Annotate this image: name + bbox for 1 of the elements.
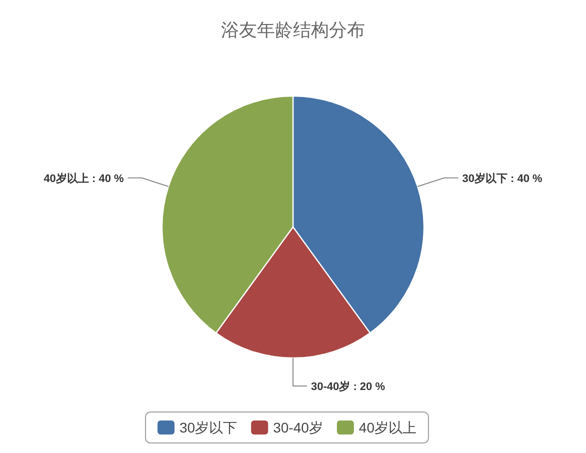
- title: 浴友年龄结构分布: [221, 20, 365, 40]
